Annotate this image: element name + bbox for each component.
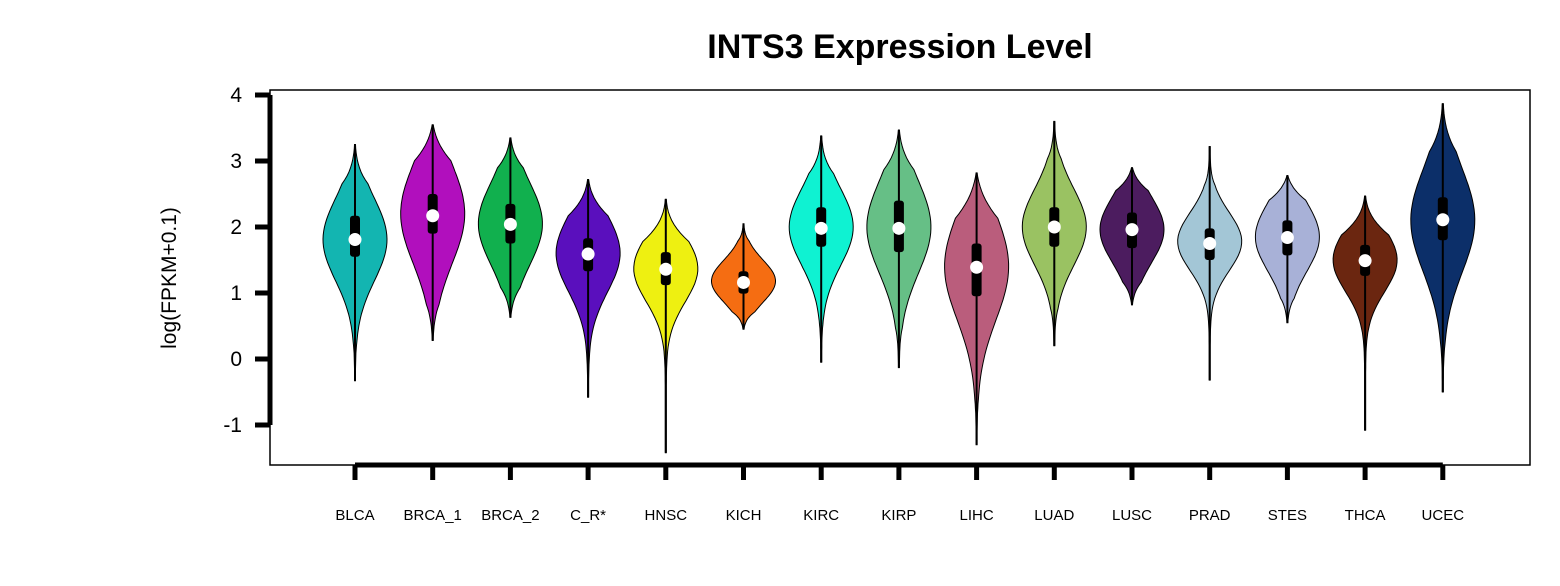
violin-kirp	[866, 129, 932, 369]
median-dot	[348, 233, 362, 247]
violin-prad	[1177, 146, 1243, 381]
x-tick-label: BLCA	[335, 507, 374, 524]
x-tick-label: KIRC	[803, 507, 839, 524]
x-tick-label: LIHC	[960, 507, 994, 524]
median-dot	[892, 221, 906, 235]
median-dot	[970, 260, 984, 274]
median-dot	[581, 247, 595, 261]
violin-blca	[322, 144, 388, 382]
violin-ucec	[1410, 103, 1476, 393]
x-tick-label: PRAD	[1189, 507, 1231, 524]
x-tick-label: LUSC	[1112, 507, 1152, 524]
y-tick-label: -1	[223, 414, 242, 437]
median-dot	[503, 217, 517, 231]
x-tick-label: UCEC	[1422, 507, 1465, 524]
violin-thca	[1332, 195, 1398, 431]
median-dot	[1203, 237, 1217, 250]
median-dot	[737, 275, 750, 289]
median-dot	[1436, 213, 1450, 227]
violin-brca-2	[477, 137, 543, 318]
x-tick-label: KIRP	[881, 507, 916, 524]
violin-brca-1	[400, 124, 466, 341]
y-tick-label: 4	[230, 84, 242, 107]
violin-c-r-	[555, 179, 621, 398]
violin-kirc	[788, 135, 854, 363]
y-axis-label: log(FPKM+0.1)	[158, 207, 181, 349]
median-dot	[1358, 254, 1372, 268]
violin-lusc	[1099, 167, 1165, 306]
violin-lihc	[944, 172, 1010, 446]
median-dot	[426, 209, 440, 223]
x-tick-label: BRCA_1	[404, 507, 462, 524]
median-dot	[1280, 231, 1294, 245]
median-dot	[659, 262, 673, 276]
y-tick-label: 1	[230, 282, 242, 305]
violin-hnsc	[633, 198, 699, 454]
violin-kich	[711, 223, 776, 330]
y-tick-label: 0	[230, 348, 242, 371]
y-axis: -1 0 1 2 3 4	[223, 84, 273, 437]
x-tick-label: KICH	[726, 507, 762, 524]
x-tick-label: THCA	[1345, 507, 1386, 524]
median-dot	[1047, 220, 1061, 234]
x-tick-label: BRCA_2	[481, 507, 539, 524]
violins	[322, 103, 1476, 454]
x-tick-label: STES	[1268, 507, 1307, 524]
y-tick-label: 3	[230, 150, 242, 173]
median-dot	[814, 221, 828, 235]
x-tick-label: C_R*	[570, 507, 606, 524]
x-tick-label: HNSC	[645, 507, 688, 524]
violin-luad	[1021, 120, 1087, 347]
y-tick-label: 2	[230, 216, 242, 239]
median-dot	[1125, 223, 1139, 237]
x-axis: BLCA BRCA_1 BRCA_2 C_R* HNSC KICH KIRC KIRP LIHC…	[335, 462, 1465, 524]
chart-title: INTS3 Expression Level	[707, 28, 1093, 66]
x-tick-label: LUAD	[1034, 507, 1074, 524]
violin-stes	[1254, 175, 1320, 324]
